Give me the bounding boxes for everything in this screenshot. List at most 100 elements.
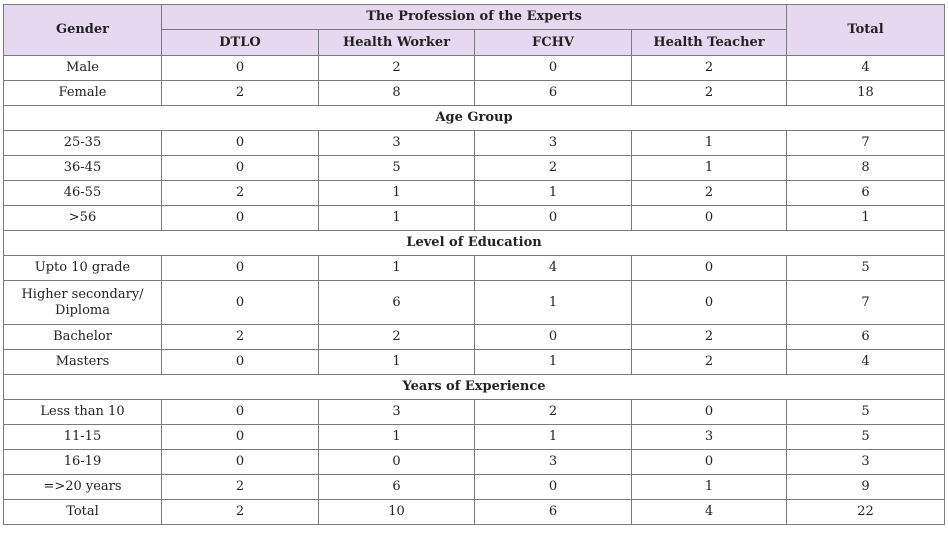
table-cell: 0 [161,280,319,325]
table-cell: 3 [630,424,788,450]
row-label: Masters [3,349,162,375]
table-cell: 2 [474,155,632,181]
table-cell: 3 [474,130,632,156]
table-cell: 3 [786,449,946,475]
table-cell: 0 [161,130,319,156]
table-cell: 10 [318,499,475,525]
section-heading: Years of Experience [2,374,946,400]
row-label: 36-45 [3,155,162,181]
table-cell: 4 [786,55,946,81]
table-row: Masters 0 1 1 2 4 [3,349,946,375]
table-cell: 1 [474,349,632,375]
row-label: 25-35 [3,130,162,156]
table-row: Upto 10 grade 0 1 4 0 5 [3,255,946,281]
table-cell: 1 [630,155,788,181]
row-label: 11-15 [3,424,162,450]
table-cell: 1 [474,424,632,450]
table-cell: 4 [786,349,946,375]
table-cell: 3 [474,449,632,475]
table-cell: 0 [161,55,319,81]
header-row-1: Gender The Profession of the Experts Tot… [3,4,946,56]
table-row: >56 0 1 0 0 1 [3,205,946,231]
table-cell: 0 [630,280,788,325]
row-label: Bachelor [3,324,162,350]
table-cell: 0 [474,474,632,500]
table-cell: 2 [161,499,319,525]
row-label: 46-55 [3,180,162,206]
table-cell: 5 [786,399,946,425]
table-cell: 1 [474,280,632,325]
table-cell: 1 [474,180,632,206]
table-row: Bachelor 2 2 0 2 6 [3,324,946,350]
table-row: Higher secondary/ Diploma 0 6 1 0 7 [3,280,946,325]
table-row: Male 0 2 0 2 4 [3,55,946,81]
table-cell: 2 [161,80,319,106]
table-cell: 0 [474,205,632,231]
row-label: Female [3,80,162,106]
table-cell: 6 [318,280,475,325]
table-cell: 0 [318,449,475,475]
row-label: >56 [3,205,162,231]
table-cell: 1 [318,424,475,450]
table-cell: 0 [161,399,319,425]
table-cell: 0 [474,55,632,81]
header-health-worker: Health Worker [318,29,475,56]
row-label: =>20 years [3,474,162,500]
table-cell: 4 [630,499,788,525]
section-row: Years of Experience [2,374,946,400]
table-cell: 3 [318,399,475,425]
table-cell: 6 [786,180,946,206]
table-cell: 2 [318,324,475,350]
table-row: 11-15 0 1 1 3 5 [3,424,946,450]
table-cell: 2 [474,399,632,425]
table-cell: 0 [161,424,319,450]
section-row: Level of Education [2,230,946,256]
header-dtlo: DTLO [161,29,319,56]
table-cell: 5 [786,255,946,281]
header-profession-group: The Profession of the Experts [160,4,788,30]
table-row: Less than 10 0 3 2 0 5 [3,399,946,425]
table-cell: 18 [786,80,946,106]
table-cell: 2 [630,349,788,375]
table-cell: 2 [630,80,788,106]
section-heading: Level of Education [2,230,946,256]
table-row: 46-55 2 1 1 2 6 [3,180,946,206]
table-cell: 3 [318,130,475,156]
table-row: 16-19 0 0 3 0 3 [3,449,946,475]
table-cell: 7 [786,280,946,325]
table-cell: 0 [630,205,788,231]
table-row: =>20 years 2 6 0 1 9 [3,474,946,500]
table-cell: 7 [786,130,946,156]
row-label: Total [3,499,162,525]
experts-profession-table: Gender The Profession of the Experts Tot… [2,4,946,525]
table-body: Male 0 2 0 2 4 Female 2 8 6 2 18 Age Group 25-35 0 3 3 1 7… [2,55,946,525]
table-cell: 6 [318,474,475,500]
row-label: Higher secondary/ Diploma [3,280,162,325]
table-cell: 1 [318,255,475,281]
table-cell: 0 [630,255,788,281]
table-row: Total 2 10 6 4 22 [3,499,946,525]
table-row: 36-45 0 5 2 1 8 [3,155,946,181]
table-cell: 1 [318,349,475,375]
header-total: Total [786,4,946,56]
row-label: Male [3,55,162,81]
header-row-2: DTLO Health Worker FCHV Health Teacher [4,29,945,56]
table-cell: 5 [318,155,475,181]
table-cell: 0 [630,449,788,475]
table-cell: 1 [318,180,475,206]
table-cell: 6 [474,499,632,525]
table-cell: 0 [161,449,319,475]
table-cell: 0 [474,324,632,350]
table-cell: 1 [630,474,788,500]
table-cell: 2 [630,55,788,81]
table-cell: 22 [786,499,946,525]
table-cell: 1 [630,130,788,156]
table-row: Female 2 8 6 2 18 [3,80,946,106]
header-fchv: FCHV [474,29,632,56]
header-gender: Gender [3,4,162,56]
table-cell: 2 [161,180,319,206]
section-row: Age Group [2,105,946,131]
table-cell: 2 [161,324,319,350]
table-row: 25-35 0 3 3 1 7 [3,130,946,156]
table-cell: 1 [786,205,946,231]
